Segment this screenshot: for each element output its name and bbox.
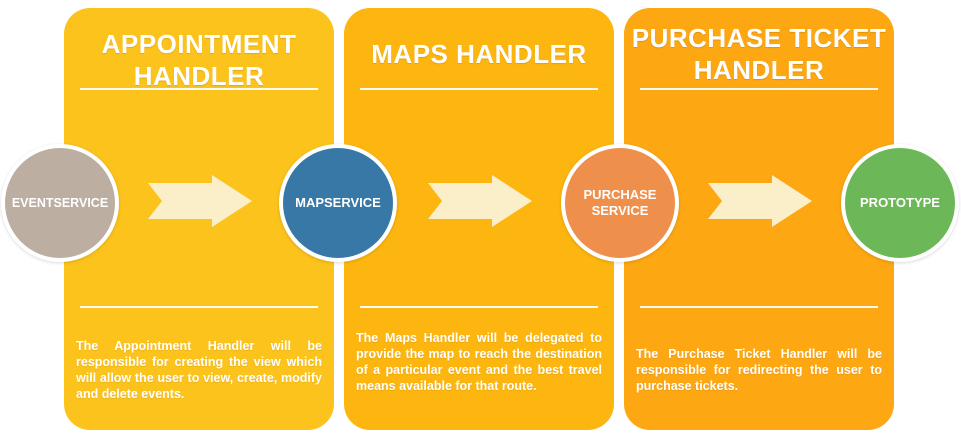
panel-description: The Purchase Ticket Handler will be resp… (636, 347, 882, 393)
panel-title-line1: MAPS HANDLER (371, 39, 587, 69)
panel-description: The Maps Handler will be delegated to pr… (356, 331, 602, 393)
bottom-divider (80, 306, 318, 308)
eventservice-node: EVENTSERVICE (1, 144, 119, 262)
bottom-divider (360, 306, 598, 308)
node-label-line1: PURCHASE (583, 187, 657, 202)
top-divider (640, 88, 878, 90)
purchase-service-node: PURCHASE SERVICE (561, 144, 679, 262)
mapservice-node: MAPSERVICE (279, 144, 397, 262)
panel-title-line2: HANDLER (133, 61, 265, 91)
node-label: EVENTSERVICE (11, 196, 109, 210)
panel-title-line1: PURCHASE TICKET (631, 23, 887, 53)
panel-title: MAPS HANDLER (344, 38, 614, 70)
top-divider (360, 88, 598, 90)
panel-title: APPOINTMENT HANDLER (64, 28, 334, 92)
bottom-divider (640, 306, 878, 308)
prototype-node: PROTOTYPE (841, 144, 959, 262)
panel-title-line2: HANDLER (693, 55, 825, 85)
panel-title: PURCHASE TICKET HANDLER (624, 22, 894, 86)
node-label: MAPSERVICE (295, 195, 381, 210)
node-label-line2: SERVICE (591, 203, 649, 218)
node-label: PROTOTYPE (860, 195, 940, 210)
arrow-right-icon (708, 175, 812, 227)
arrow-right-icon (428, 175, 532, 227)
panel-description: The Appointment Handler will be responsi… (76, 339, 322, 401)
top-divider (80, 88, 318, 90)
arrow-right-icon (148, 175, 252, 227)
panel-title-line1: APPOINTMENT (101, 29, 297, 59)
